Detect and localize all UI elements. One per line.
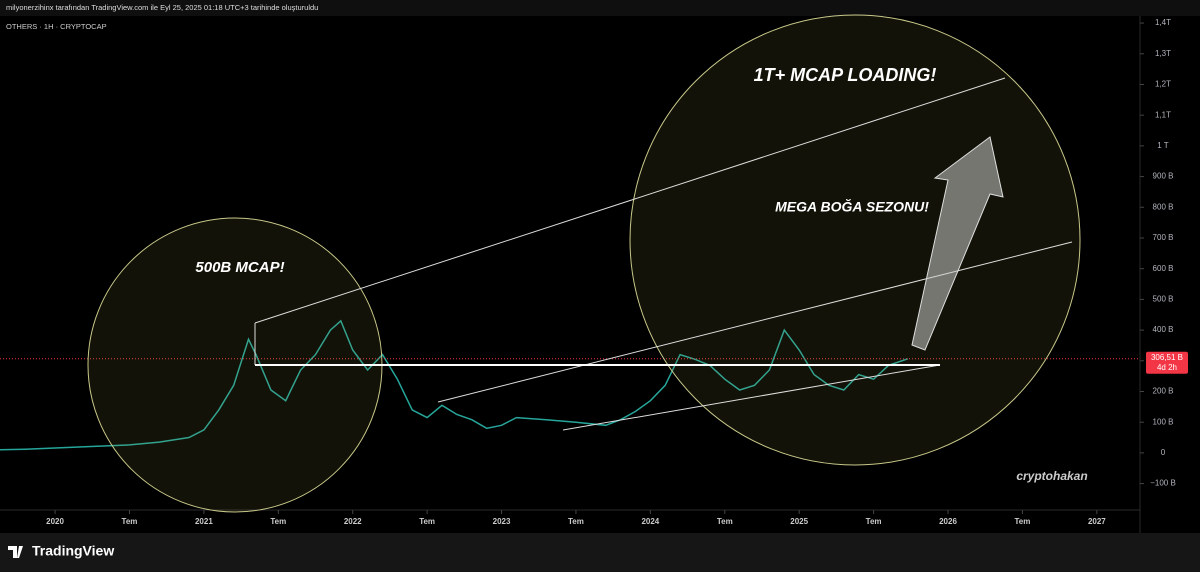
y-tick-label: 1,3T: [1155, 49, 1171, 58]
x-tick-label: 2025: [790, 517, 808, 526]
x-tick-label: 2026: [939, 517, 957, 526]
trendline: [562, 364, 941, 431]
price-line: [0, 319, 909, 451]
x-tick-label: 2020: [46, 517, 64, 526]
y-tick-label: 400 B: [1153, 325, 1174, 334]
annotation: 500B MCAP!: [195, 259, 284, 276]
symbol: OTHERS · 1H · CRYPTOCAP: [6, 22, 107, 31]
brand: TradingView: [32, 543, 114, 559]
y-tick-label: 0: [1161, 448, 1166, 457]
x-tick-label: Tem: [270, 517, 286, 526]
countdown: 4d 2h: [1157, 363, 1177, 372]
x-tick-label: Tem: [419, 517, 435, 526]
y-tick-label: 800 B: [1153, 202, 1174, 211]
x-tick-label: 2021: [195, 517, 213, 526]
y-tick-label: 500 B: [1153, 294, 1174, 303]
x-tick-label: Tem: [1014, 517, 1030, 526]
y-tick-label: 1 T: [1157, 141, 1169, 150]
x-tick-label: 2022: [344, 517, 362, 526]
y-tick-label: 600 B: [1153, 264, 1174, 273]
y-tick-label: 100 B: [1153, 417, 1174, 426]
x-tick-label: Tem: [717, 517, 733, 526]
trendline: [254, 77, 1006, 324]
logo: [8, 546, 23, 558]
header-bar: [0, 0, 1200, 16]
x-tick-label: Tem: [568, 517, 584, 526]
x-tick-label: Tem: [866, 517, 882, 526]
current-price-label: 306,51 B: [1151, 353, 1183, 362]
y-tick-label: 200 B: [1153, 387, 1174, 396]
circle: [629, 14, 1081, 466]
trendline: [437, 241, 1073, 403]
drawings: [87, 14, 1081, 513]
x-tick-label: 2023: [493, 517, 511, 526]
y-tick-label: −100 B: [1150, 479, 1176, 488]
arrow: [911, 136, 1004, 351]
y-tick-label: 1,2T: [1155, 80, 1171, 89]
annotation: MEGA BOĞA SEZONU!: [775, 198, 929, 215]
y-tick-label: 700 B: [1153, 233, 1174, 242]
x-tick-label: Tem: [122, 517, 138, 526]
x-tick-label: 2024: [641, 517, 659, 526]
annotation: 1T+ MCAP LOADING!: [754, 65, 937, 85]
x-tick-label: 2027: [1088, 517, 1106, 526]
watermark: cryptohakan: [1016, 469, 1087, 483]
footer-bar: [0, 533, 1200, 572]
credit: milyonerzihinx tarafından TradingView.co…: [6, 3, 318, 12]
y-tick-label: 900 B: [1153, 172, 1174, 181]
y-tick-label: 1,4T: [1155, 18, 1171, 27]
price-badge: [1146, 351, 1188, 374]
y-tick-label: 1,1T: [1155, 110, 1171, 119]
